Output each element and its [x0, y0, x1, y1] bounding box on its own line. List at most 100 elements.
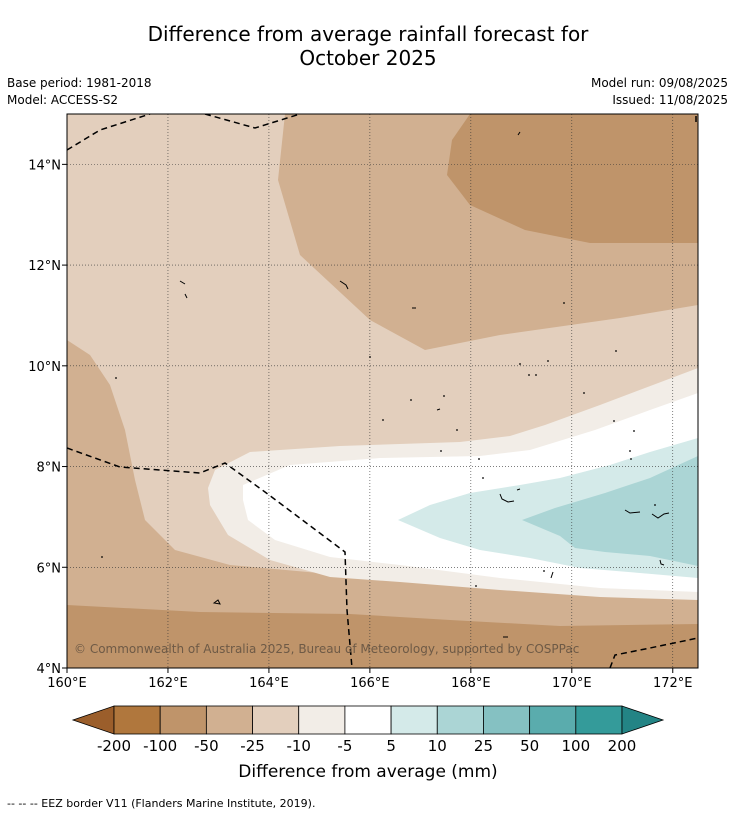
- x-tick-label: 166°E: [350, 676, 390, 691]
- colorbar-label: -5: [337, 737, 352, 755]
- eez-footnote: -- -- -- EEZ border V11 (Flanders Marine…: [7, 797, 316, 810]
- colorbar-label: 5: [386, 737, 396, 755]
- island-dot: [519, 363, 521, 365]
- colorbar-swatch: [298, 705, 346, 735]
- colorbar-swatch: [113, 705, 161, 735]
- island-atoll: [516, 488, 521, 491]
- map-field: [67, 114, 698, 668]
- copyright-notice: © Commonwealth of Australia 2025, Bureau…: [74, 642, 579, 656]
- region-below-minus50-northeast: [447, 114, 698, 243]
- colorbar-label: 25: [474, 737, 493, 755]
- islands: [179, 131, 670, 638]
- colorbar-swatch: [390, 705, 438, 735]
- colorbar-swatch: [436, 705, 484, 735]
- colorbar: -200 -100 -50 -25 -10 -5 5 10 25 50 100 200: [71, 705, 665, 755]
- eez-border-central: [67, 447, 353, 668]
- y-tick-label: 6°N: [37, 561, 62, 576]
- island-atoll: [624, 509, 641, 514]
- x-tick-label: 168°E: [451, 676, 491, 691]
- colorbar-swatch: [252, 705, 300, 735]
- island-dot: [629, 450, 631, 452]
- map-title: Difference from average rainfall forecas…: [0, 22, 736, 70]
- island-dot: [547, 360, 549, 362]
- colorbar-swatch: [529, 705, 577, 735]
- island-dot: [482, 477, 484, 479]
- island-dot: [633, 430, 635, 432]
- island-dot: [615, 350, 617, 352]
- island-dot: [563, 302, 565, 304]
- island-dot: [583, 392, 585, 394]
- colorbar-swatch: [575, 705, 623, 735]
- colorbar-title: Difference from average (mm): [238, 762, 498, 782]
- colorbar-extend-high: [621, 705, 665, 735]
- eez-borders: [67, 114, 698, 668]
- y-tick-label: 4°N: [37, 662, 62, 677]
- island-dot: [456, 429, 458, 431]
- y-tick-label: 8°N: [37, 461, 62, 476]
- meta-left: Base period: 1981-2018 Model: ACCESS-S2: [7, 75, 152, 109]
- eez-border-southeast: [609, 637, 698, 668]
- colorbar-label: 200: [608, 737, 637, 755]
- colorbar-label: 10: [428, 737, 447, 755]
- island-dot: [410, 399, 412, 401]
- island-dot: [654, 504, 656, 506]
- island-dots: [101, 302, 656, 587]
- colorbar-label: 50: [520, 737, 539, 755]
- title-line-2: October 2025: [299, 46, 437, 70]
- colorbar-swatch: [344, 705, 392, 735]
- island-atoll: [436, 408, 441, 411]
- region-10-to-25: [522, 456, 698, 566]
- island-dot: [528, 374, 530, 376]
- island-dot: [543, 570, 545, 572]
- colorbar-swatch: [159, 705, 207, 735]
- x-tick-label: 170°E: [552, 676, 592, 691]
- x-tick-label: 160°E: [47, 676, 87, 691]
- meta-right: Model run: 09/08/2025 Issued: 11/08/2025: [591, 75, 728, 109]
- region-below-minus50-south: [67, 605, 698, 668]
- colorbar-label: -50: [194, 737, 219, 755]
- colorbar-label: 100: [561, 737, 590, 755]
- x-tick-label: 172°E: [653, 676, 693, 691]
- x-tick-label: 162°E: [148, 676, 188, 691]
- island-dot: [369, 356, 371, 358]
- island-atoll: [499, 493, 515, 503]
- colorbar-swatch: [205, 705, 253, 735]
- island-dot: [630, 458, 632, 460]
- island-dot: [478, 458, 480, 460]
- island-dot: [115, 377, 117, 379]
- island-dot: [440, 450, 442, 452]
- model-run: Model run: 09/08/2025: [590, 76, 728, 90]
- issued-date: Issued: 11/08/2025: [612, 93, 728, 107]
- island-dot: [382, 419, 384, 421]
- base-period: Base period: 1981-2018: [7, 76, 152, 90]
- colorbar-label: -100: [143, 737, 177, 755]
- y-tick-label: 10°N: [28, 360, 61, 375]
- island-atoll: [659, 559, 665, 566]
- island-atoll: [212, 599, 221, 605]
- island-dot: [101, 556, 103, 558]
- island-atoll: [179, 280, 186, 285]
- island-dot: [443, 395, 445, 397]
- y-tick-label: 12°N: [28, 259, 61, 274]
- island-atoll: [517, 131, 521, 136]
- y-axis: 4°N 6°N 8°N 10°N 12°N 14°N: [28, 158, 67, 677]
- island-dot: [613, 420, 615, 422]
- island-dot: [475, 585, 477, 587]
- colorbar-label: -25: [240, 737, 265, 755]
- x-axis: 160°E 162°E 164°E 166°E 168°E 170°E 172°E: [47, 668, 693, 691]
- island-atoll: [550, 571, 554, 579]
- colorbar-swatch: [483, 705, 531, 735]
- island-atoll: [651, 512, 670, 519]
- island-dot: [535, 374, 537, 376]
- island-atoll: [339, 280, 349, 290]
- y-tick-label: 14°N: [28, 158, 61, 173]
- map-frame: [66, 113, 699, 669]
- colorbar-label: -200: [97, 737, 131, 755]
- x-tick-label: 164°E: [249, 676, 289, 691]
- island-atoll: [184, 293, 188, 299]
- colorbar-extend-low: [71, 705, 115, 735]
- gridlines: [67, 114, 698, 668]
- model-name: Model: ACCESS-S2: [7, 93, 119, 107]
- title-line-1: Difference from average rainfall forecas…: [147, 22, 589, 46]
